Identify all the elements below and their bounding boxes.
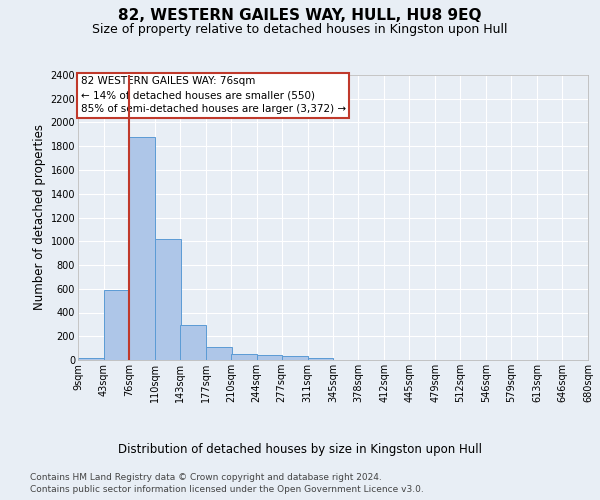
Bar [129,136,155,360]
Bar [231,354,257,360]
Y-axis label: Number of detached properties: Number of detached properties [34,124,46,310]
Bar [78,358,104,360]
Bar [155,239,181,360]
Text: 82, WESTERN GAILES WAY, HULL, HU8 9EQ: 82, WESTERN GAILES WAY, HULL, HU8 9EQ [118,8,482,22]
Text: Contains public sector information licensed under the Open Government Licence v3: Contains public sector information licen… [30,485,424,494]
Text: Size of property relative to detached houses in Kingston upon Hull: Size of property relative to detached ho… [92,22,508,36]
Bar [206,347,232,360]
Text: Contains HM Land Registry data © Crown copyright and database right 2024.: Contains HM Land Registry data © Crown c… [30,472,382,482]
Bar [308,358,334,360]
Text: Distribution of detached houses by size in Kingston upon Hull: Distribution of detached houses by size … [118,442,482,456]
Bar [281,356,308,360]
Bar [180,325,206,360]
Text: 82 WESTERN GAILES WAY: 76sqm
← 14% of detached houses are smaller (550)
85% of s: 82 WESTERN GAILES WAY: 76sqm ← 14% of de… [80,76,346,114]
Bar [257,354,283,360]
Bar [104,290,130,360]
